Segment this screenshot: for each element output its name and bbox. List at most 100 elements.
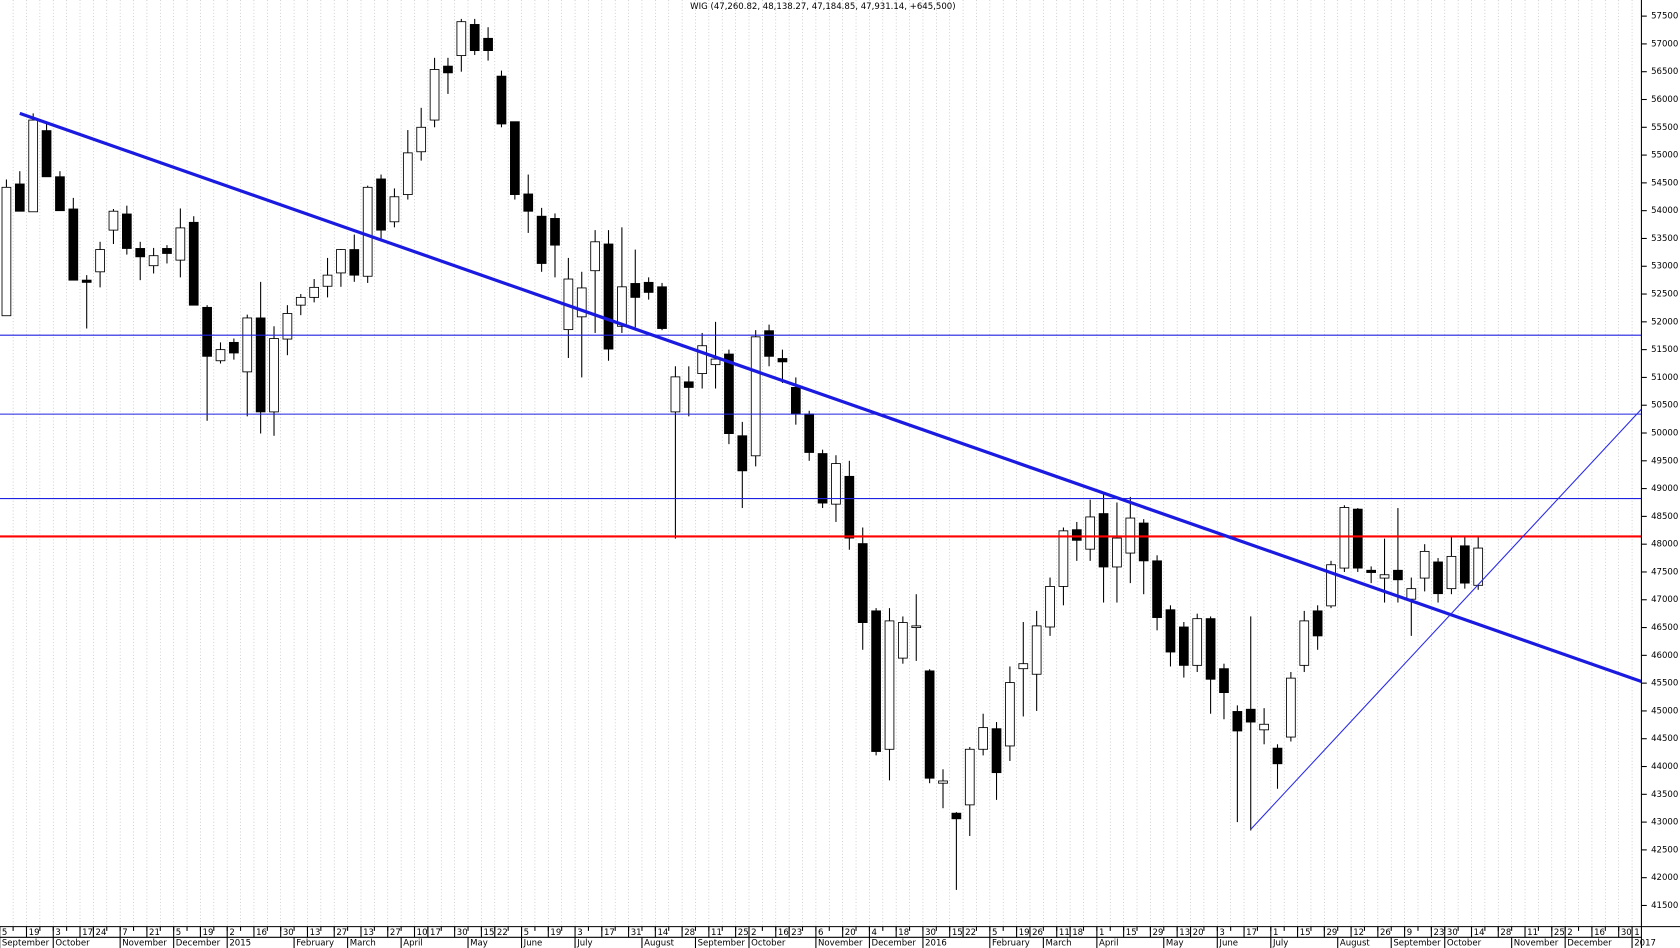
candle-body [376, 178, 386, 231]
candle-body [1446, 555, 1457, 590]
month-label: 2016 [925, 939, 947, 948]
month-label: May [1166, 939, 1184, 948]
x-tick-label: 6 [818, 928, 823, 938]
month-label: 2017 [1634, 939, 1656, 948]
candle-body [630, 283, 641, 298]
candle-body [429, 69, 440, 121]
month-label: October [1447, 939, 1482, 948]
candle-body [175, 227, 186, 261]
y-tick-label: 54500 [1651, 178, 1678, 188]
candle-body [764, 330, 774, 357]
month-label: December [1567, 939, 1612, 948]
x-tick-label: 15 [484, 928, 495, 938]
candle-body [1299, 620, 1310, 666]
candle-body [1178, 626, 1189, 666]
y-tick-label: 43500 [1651, 790, 1678, 800]
y-tick-label: 57500 [1651, 12, 1678, 22]
x-tick-label: 29 [1153, 928, 1164, 938]
x-tick-label: 20 [1193, 928, 1204, 938]
candle-body [804, 413, 815, 453]
y-tick-label: 51000 [1651, 373, 1678, 383]
candle-body [510, 121, 520, 195]
x-tick-label: 22 [497, 928, 508, 938]
candle-body [95, 249, 105, 273]
candle-body [777, 358, 788, 363]
candle-body [1406, 588, 1417, 600]
candle-body [108, 210, 119, 231]
y-tick-label: 42500 [1651, 845, 1678, 855]
candle-body [643, 281, 654, 293]
candle-body [81, 279, 92, 283]
candle-body [724, 353, 734, 434]
y-tick-label: 41500 [1651, 901, 1678, 911]
candle-body [1419, 550, 1430, 579]
y-tick-label: 46000 [1651, 651, 1678, 661]
x-tick-label: 23 [1434, 928, 1445, 938]
candle-body [697, 345, 708, 374]
candle-body [617, 286, 627, 327]
x-tick-label: 17 [604, 928, 615, 938]
candle-body [1152, 560, 1162, 618]
x-tick-label: 31 [631, 928, 642, 938]
x-tick-label: 13 [363, 928, 374, 938]
x-tick-label: 12 [1353, 928, 1364, 938]
candle-body [242, 317, 253, 373]
candle-body [1259, 723, 1269, 731]
x-tick-label: 16 [1594, 928, 1605, 938]
candle-body [1459, 545, 1470, 584]
y-tick-label: 48500 [1651, 512, 1678, 522]
month-label: August [1340, 939, 1371, 948]
x-tick-label: 30 [1447, 928, 1458, 938]
grid-layer [12, 0, 1633, 927]
candle-body [657, 286, 667, 329]
candle-body [456, 21, 467, 57]
candle-body [871, 610, 881, 752]
month-label: February [992, 939, 1030, 948]
candle-body [710, 358, 721, 366]
month-label: September [1393, 939, 1441, 948]
candle-body [1473, 547, 1484, 586]
candle-body [523, 193, 534, 212]
y-tick-label: 44000 [1651, 762, 1678, 772]
x-tick-label: 3 [577, 928, 582, 938]
candle-body [1165, 609, 1176, 653]
candle-body [790, 386, 801, 415]
candle-body [121, 213, 132, 249]
y-tick-label: 52000 [1651, 317, 1678, 327]
y-tick-label: 55500 [1651, 123, 1678, 133]
candle-body [1326, 564, 1336, 607]
trend-line [1250, 408, 1642, 830]
candle-body [469, 24, 480, 52]
x-tick-label: 25 [738, 928, 749, 938]
x-tick-label: 19 [1019, 928, 1030, 938]
x-tick-label: 16 [778, 928, 789, 938]
x-tick-label: 2 [751, 928, 756, 938]
x-tick-label: 16 [256, 928, 267, 938]
candle-body [14, 183, 25, 212]
x-tick-label: 14 [657, 928, 668, 938]
month-label: June [523, 939, 543, 948]
month-label: February [296, 939, 334, 948]
candle-body [362, 186, 373, 277]
x-tick-label: 17 [430, 928, 441, 938]
x-tick-label: 1 [1634, 928, 1639, 938]
candle-body [135, 248, 146, 258]
month-label: July [576, 939, 592, 948]
y-tick-label: 52500 [1651, 290, 1678, 300]
x-tick-label: 28 [1500, 928, 1511, 938]
x-tick-label: 13 [1179, 928, 1190, 938]
candle-body [202, 306, 212, 357]
candle-body [1, 186, 12, 317]
y-tick-label: 44500 [1651, 734, 1678, 744]
y-tick-label: 53500 [1651, 234, 1678, 244]
x-tick-label: 13 [310, 928, 321, 938]
y-tick-label: 56000 [1651, 95, 1678, 105]
x-tick-label: 1 [1099, 928, 1104, 938]
x-tick-label: 5 [176, 928, 181, 938]
candle-body [416, 126, 427, 153]
y-tick-label: 51500 [1651, 345, 1678, 355]
candle-body [41, 130, 52, 178]
x-tick-label: 18 [898, 928, 909, 938]
candle-body [162, 248, 172, 254]
candle-body [1232, 711, 1243, 732]
